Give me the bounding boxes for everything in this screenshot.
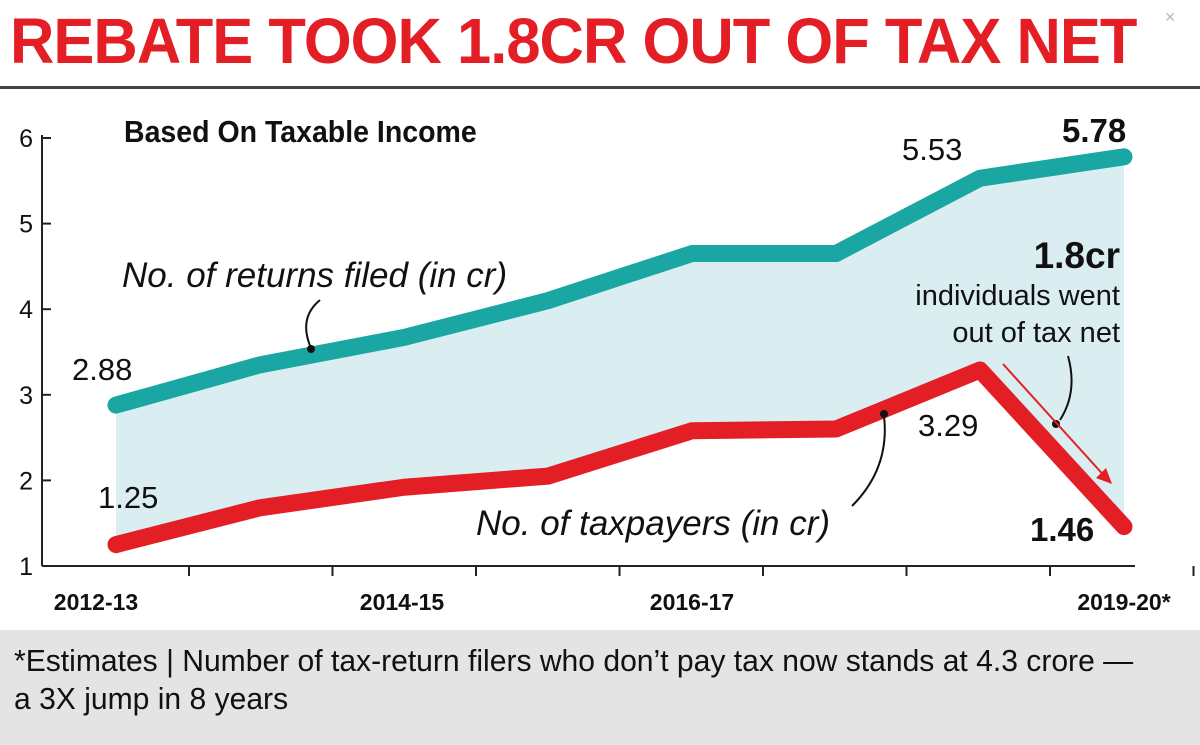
x-tick-label: 2019-20* <box>1077 589 1170 615</box>
x-tick-label: 2012-13 <box>54 589 138 615</box>
series-line-taxpayers <box>107 361 1133 554</box>
decline-arrow-shaft <box>1002 363 1109 481</box>
axis-layer <box>41 135 1135 567</box>
x-tick-label: 2016-17 <box>650 589 734 615</box>
x-tick-label: 2014-15 <box>360 589 445 615</box>
series-line-returns <box>107 148 1133 414</box>
annotation-value: 1.8cr <box>1034 235 1120 276</box>
y-tick-layer: 1 2 3 4 5 6 <box>19 125 51 581</box>
data-label-returns-last: 5.78 <box>1062 112 1126 149</box>
data-label-taxpayers-first: 1.25 <box>98 480 158 515</box>
annotation-leader <box>1059 355 1073 421</box>
y-tick-label: 4 <box>19 296 33 324</box>
series-label-taxpayers-leader <box>851 415 886 507</box>
series-label-taxpayers-dot <box>880 410 888 418</box>
series-layer <box>107 148 1133 554</box>
y-tick-label: 3 <box>19 382 33 410</box>
series-label-returns-leader <box>305 299 321 349</box>
headline: REBATE TOOK 1.8CR OUT OF TAX NET <box>10 5 1137 77</box>
data-label-returns-prev: 5.53 <box>902 132 962 167</box>
x-tick-layer: 2012-13 2014-15 2016-17 2019-20* <box>54 566 1195 615</box>
series-label-returns: No. of returns filed (in cr) <box>122 256 507 295</box>
y-tick-label: 2 <box>19 467 33 495</box>
y-tick-label: 6 <box>19 125 33 153</box>
footer-note-text: *Estimates | Number of tax-return filers… <box>14 643 1134 716</box>
y-tick-label: 1 <box>19 553 33 581</box>
headline-divider <box>0 86 1200 89</box>
data-label-returns-first: 2.88 <box>72 352 132 387</box>
series-label-returns-dot <box>307 345 315 353</box>
data-label-taxpayers-last: 1.46 <box>1030 511 1094 548</box>
series-label-taxpayers: No. of taxpayers (in cr) <box>476 504 830 543</box>
gap-band <box>116 156 1124 545</box>
y-tick-label: 5 <box>19 211 33 239</box>
annotation-line-2: out of tax net <box>952 317 1120 349</box>
band-layer <box>116 156 1124 545</box>
footer-note: *Estimates | Number of tax-return filers… <box>0 630 1200 745</box>
data-label-taxpayers-prev: 3.29 <box>918 408 978 443</box>
line-chart: 1 2 3 4 5 6 2012-13 2014-15 2016-17 2019-20* Bas… <box>19 112 1195 615</box>
chart-subtitle: Based On Taxable Income <box>124 115 477 149</box>
annotation-line-1: individuals went <box>915 280 1120 312</box>
expand-icon[interactable]: ✕ <box>1164 9 1176 25</box>
decline-arrow-head <box>1096 468 1112 484</box>
